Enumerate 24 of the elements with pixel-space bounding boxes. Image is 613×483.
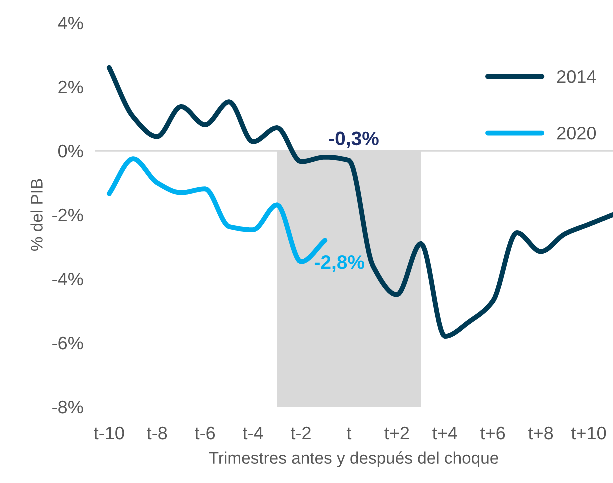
x-tick-label: t-6 [195,426,216,440]
x-tick-label: t+4 [432,427,458,440]
x-tick-label: t-10 [94,426,124,440]
x-axis-title: Trimestres antes y después del choque [209,452,498,468]
x-tick-label: t+8 [528,426,554,440]
x-tick-label: t+6 [480,426,506,440]
y-tick-label: -2% [52,208,84,222]
y-tick-label: -8% [52,400,84,414]
y-axis-title: % del PIB [30,179,43,251]
legend-label: 2014 [557,70,596,84]
y-tick-label: 0% [58,144,84,158]
annotation: -2,8% [314,256,364,272]
annotation: -0,3% [329,132,379,148]
y-tick-label: 4% [58,17,84,30]
x-tick-label: t-2 [290,426,311,440]
legend-label: 2020 [557,127,596,140]
x-tick-label: t-4 [243,427,264,440]
x-tick-label: t+10 [571,426,606,440]
x-tick-label: t [346,428,352,440]
y-tick-label: -6% [52,336,84,350]
x-tick-label: t-8 [147,426,168,440]
y-tick-label: -4% [52,273,84,286]
y-tick-label: 2% [58,80,84,94]
x-tick-label: t+2 [384,426,410,440]
